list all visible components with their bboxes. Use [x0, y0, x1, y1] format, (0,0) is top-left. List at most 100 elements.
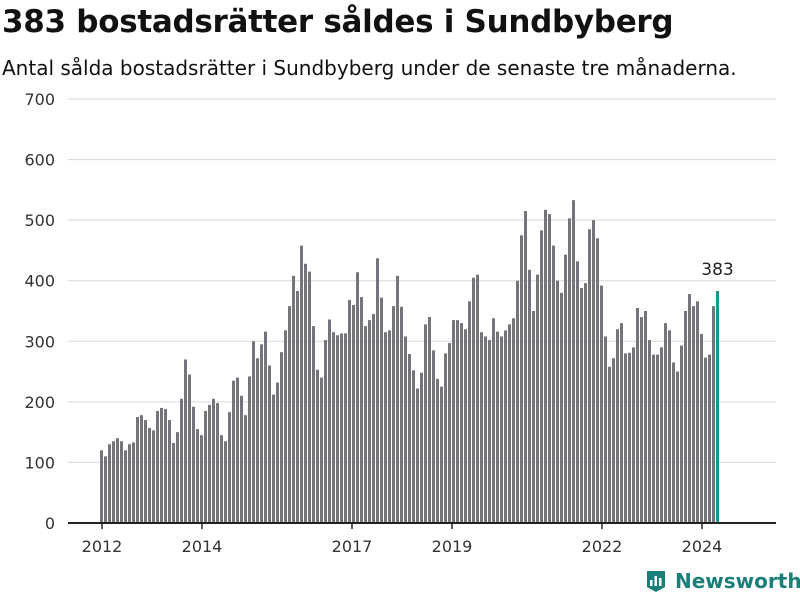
bar	[160, 407, 163, 523]
bar	[204, 410, 207, 523]
bar	[616, 329, 619, 523]
bar	[424, 324, 427, 523]
y-tick-label: 0	[45, 514, 55, 533]
bar	[352, 304, 355, 523]
bar	[344, 333, 347, 523]
bar	[416, 388, 419, 523]
bar	[484, 336, 487, 523]
bar	[120, 441, 123, 523]
bar	[696, 301, 699, 523]
bar	[268, 365, 271, 523]
bar	[192, 406, 195, 523]
bar	[460, 323, 463, 523]
bar	[708, 354, 711, 523]
bar	[396, 275, 399, 523]
bar	[496, 331, 499, 523]
bar	[584, 283, 587, 523]
bar	[220, 435, 223, 523]
chart-title: 383 bostadsrätter såldes i Sundbyberg	[2, 4, 674, 40]
bar	[420, 372, 423, 523]
bar	[524, 211, 527, 523]
bar	[180, 398, 183, 523]
bar	[188, 374, 191, 523]
bar	[404, 336, 407, 523]
bar	[384, 332, 387, 523]
bar	[176, 432, 179, 523]
bar	[172, 443, 175, 523]
bar	[712, 306, 715, 523]
bar	[288, 306, 291, 523]
bar	[604, 336, 607, 523]
bar	[688, 294, 691, 523]
bar	[640, 317, 643, 523]
bar	[700, 334, 703, 523]
x-tick-label: 2014	[182, 537, 223, 556]
bar	[412, 370, 415, 523]
bar	[364, 326, 367, 523]
bar	[620, 323, 623, 523]
bar	[508, 324, 511, 523]
bar	[516, 280, 519, 523]
bar	[532, 311, 535, 523]
bar	[164, 409, 167, 523]
bar	[140, 415, 143, 523]
bar	[540, 230, 543, 523]
bar	[488, 340, 491, 523]
bar	[476, 274, 479, 523]
bar	[596, 238, 599, 523]
bar	[360, 297, 363, 523]
y-tick-label: 400	[24, 272, 55, 291]
x-tick-label: 2024	[682, 537, 723, 556]
bar	[232, 380, 235, 523]
bar	[252, 341, 255, 523]
bar	[276, 382, 279, 523]
bar	[704, 357, 707, 523]
bar	[444, 353, 447, 523]
bar	[468, 301, 471, 523]
bar	[264, 331, 267, 523]
bar	[336, 335, 339, 523]
bar	[544, 209, 547, 523]
bar	[536, 274, 539, 523]
bar	[548, 214, 551, 523]
bar	[668, 330, 671, 523]
bar	[608, 366, 611, 523]
bar	[600, 285, 603, 523]
bar	[464, 329, 467, 523]
bar	[564, 254, 567, 524]
brand-name: Newsworthy	[675, 569, 800, 593]
chart-subtitle: Antal sålda bostadsrätter i Sundbyberg u…	[2, 56, 737, 80]
bar	[320, 377, 323, 523]
bar	[308, 271, 311, 523]
y-tick-label: 300	[24, 332, 55, 351]
bar	[300, 245, 303, 523]
bar	[260, 344, 263, 523]
bar	[380, 297, 383, 523]
bar	[316, 369, 319, 523]
bar	[400, 306, 403, 523]
bar	[280, 352, 283, 523]
bar	[256, 358, 259, 523]
bar	[124, 450, 127, 523]
bar	[152, 430, 155, 523]
bar	[284, 330, 287, 523]
bar	[332, 332, 335, 523]
bar	[448, 343, 451, 523]
bar	[184, 359, 187, 523]
bar	[356, 272, 359, 523]
bar	[644, 311, 647, 523]
x-tick-label: 2019	[432, 537, 473, 556]
brand-logo[interactable]: Newsworthy	[645, 569, 800, 593]
bar	[556, 280, 559, 523]
bar	[440, 386, 443, 523]
bar	[312, 326, 315, 523]
bar	[664, 323, 667, 523]
bar	[324, 340, 327, 523]
bar	[132, 442, 135, 523]
bar	[228, 412, 231, 523]
bar	[576, 261, 579, 523]
bar	[208, 404, 211, 523]
bar	[236, 377, 239, 523]
bar	[452, 320, 455, 523]
